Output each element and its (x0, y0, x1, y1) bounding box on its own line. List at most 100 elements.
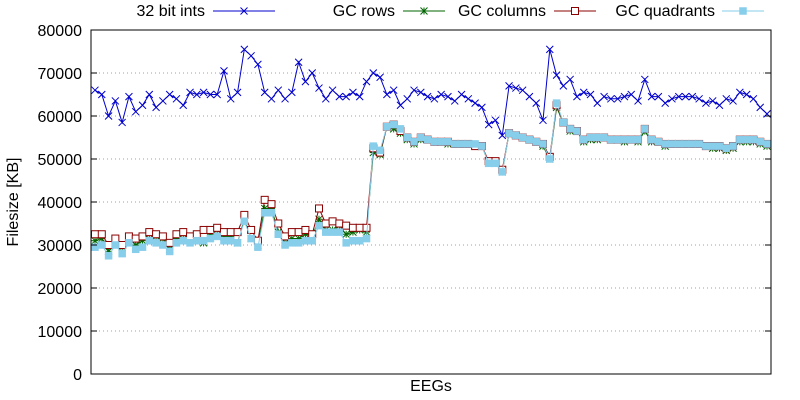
data-point (97, 90, 106, 99)
data-point (484, 159, 493, 168)
data-point (586, 90, 595, 99)
data-point (383, 90, 391, 99)
data-point (267, 200, 276, 209)
data-point (505, 82, 513, 90)
data-point (172, 230, 181, 239)
data-point (539, 116, 547, 125)
data-point (729, 142, 737, 150)
data-point (511, 84, 520, 92)
data-point (579, 88, 588, 97)
data-point (179, 101, 188, 110)
data-point (104, 112, 113, 120)
data-point (267, 209, 276, 217)
data-point (321, 94, 330, 103)
data-point (416, 88, 425, 97)
data-point (322, 228, 330, 236)
data-point (118, 241, 127, 249)
legend-marker (420, 7, 428, 15)
grid-lines (91, 72, 771, 332)
series-line (94, 105, 768, 253)
data-point (389, 120, 398, 129)
data-point (396, 101, 405, 110)
data-point (152, 230, 161, 239)
data-point (165, 90, 174, 99)
data-point (233, 88, 242, 97)
data-point (342, 230, 351, 239)
data-point (260, 88, 269, 97)
data-point (620, 92, 629, 101)
data-point (199, 225, 208, 234)
data-point (260, 209, 269, 217)
data-point (641, 125, 649, 133)
data-point (260, 195, 269, 204)
series-line (95, 103, 768, 246)
series-2 (91, 101, 771, 249)
data-point (342, 239, 350, 247)
data-point (600, 92, 608, 101)
data-point (708, 97, 717, 105)
legend-marker (739, 7, 747, 15)
y-tick-label: 0 (73, 367, 82, 384)
data-point (654, 138, 663, 146)
data-point (423, 135, 432, 144)
data-point (281, 232, 290, 241)
data-point (749, 135, 758, 144)
data-point (450, 97, 459, 105)
data-point (159, 241, 167, 249)
data-point (227, 236, 235, 245)
data-point (444, 138, 452, 146)
data-point (763, 140, 771, 148)
data-point (471, 140, 479, 148)
data-point (111, 241, 120, 249)
data-point (91, 236, 99, 245)
data-point (457, 140, 466, 148)
data-point (444, 92, 452, 101)
data-point (715, 142, 724, 150)
data-point (607, 135, 615, 144)
legend-marker (571, 7, 579, 15)
y-tick-label: 50000 (38, 152, 83, 169)
data-point (91, 86, 99, 95)
data-point (152, 239, 160, 247)
data-point (349, 236, 357, 245)
data-point (335, 219, 344, 228)
data-point (376, 146, 384, 155)
series-line (94, 48, 768, 138)
data-point (328, 228, 337, 236)
data-point (158, 232, 167, 241)
data-point (512, 131, 520, 140)
data-point (287, 228, 296, 237)
data-point (315, 204, 323, 213)
data-point (742, 135, 751, 144)
data-point (389, 86, 398, 95)
data-point (532, 138, 540, 146)
y-tick-label: 30000 (38, 238, 83, 255)
data-point (722, 144, 731, 152)
data-point (247, 51, 255, 60)
y-axis-ticks: 0 10000 20000 30000 40000 50000 60000 70000 8000… (38, 23, 771, 384)
data-point (362, 223, 371, 232)
data-point (478, 142, 486, 150)
legend-item: GC rows (333, 3, 445, 20)
data-point (172, 94, 181, 103)
data-point (675, 140, 683, 148)
data-point (369, 142, 378, 150)
data-point (213, 232, 221, 241)
data-point (145, 228, 154, 237)
series-3 (91, 99, 771, 260)
data-point (294, 239, 303, 247)
data-point (240, 217, 249, 226)
data-point (165, 238, 174, 247)
data-point (491, 159, 500, 168)
data-point (722, 94, 731, 103)
data-point (410, 138, 418, 146)
data-point (281, 94, 289, 103)
data-point (383, 123, 391, 131)
data-point (491, 116, 500, 125)
data-point (532, 99, 541, 107)
data-point (437, 90, 446, 99)
data-point (545, 45, 554, 54)
data-point (125, 92, 133, 101)
data-point (593, 133, 602, 142)
